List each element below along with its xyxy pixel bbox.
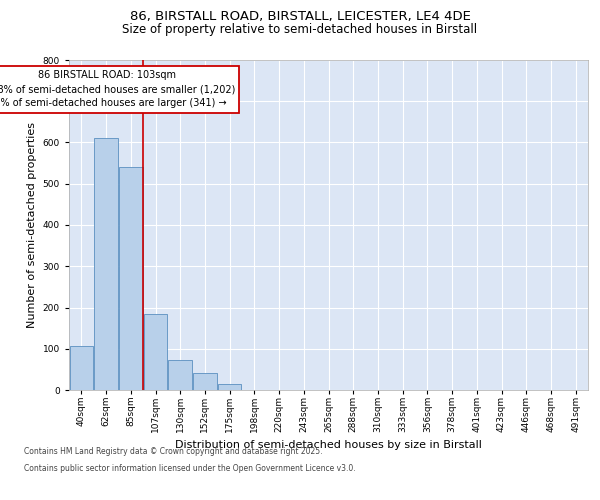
X-axis label: Distribution of semi-detached houses by size in Birstall: Distribution of semi-detached houses by … xyxy=(175,440,482,450)
Text: Contains public sector information licensed under the Open Government Licence v3: Contains public sector information licen… xyxy=(24,464,356,473)
Text: Contains HM Land Registry data © Crown copyright and database right 2025.: Contains HM Land Registry data © Crown c… xyxy=(24,448,323,456)
Y-axis label: Number of semi-detached properties: Number of semi-detached properties xyxy=(27,122,37,328)
Text: 86, BIRSTALL ROAD, BIRSTALL, LEICESTER, LE4 4DE: 86, BIRSTALL ROAD, BIRSTALL, LEICESTER, … xyxy=(130,10,470,23)
Bar xyxy=(70,346,93,390)
Bar xyxy=(144,314,167,390)
Bar xyxy=(119,167,143,390)
Bar xyxy=(193,372,217,390)
Text: 86 BIRSTALL ROAD: 103sqm
← 78% of semi-detached houses are smaller (1,202)
22% o: 86 BIRSTALL ROAD: 103sqm ← 78% of semi-d… xyxy=(0,70,235,108)
Bar xyxy=(218,384,241,390)
Bar xyxy=(169,360,192,390)
Text: Size of property relative to semi-detached houses in Birstall: Size of property relative to semi-detach… xyxy=(122,22,478,36)
Bar xyxy=(94,138,118,390)
